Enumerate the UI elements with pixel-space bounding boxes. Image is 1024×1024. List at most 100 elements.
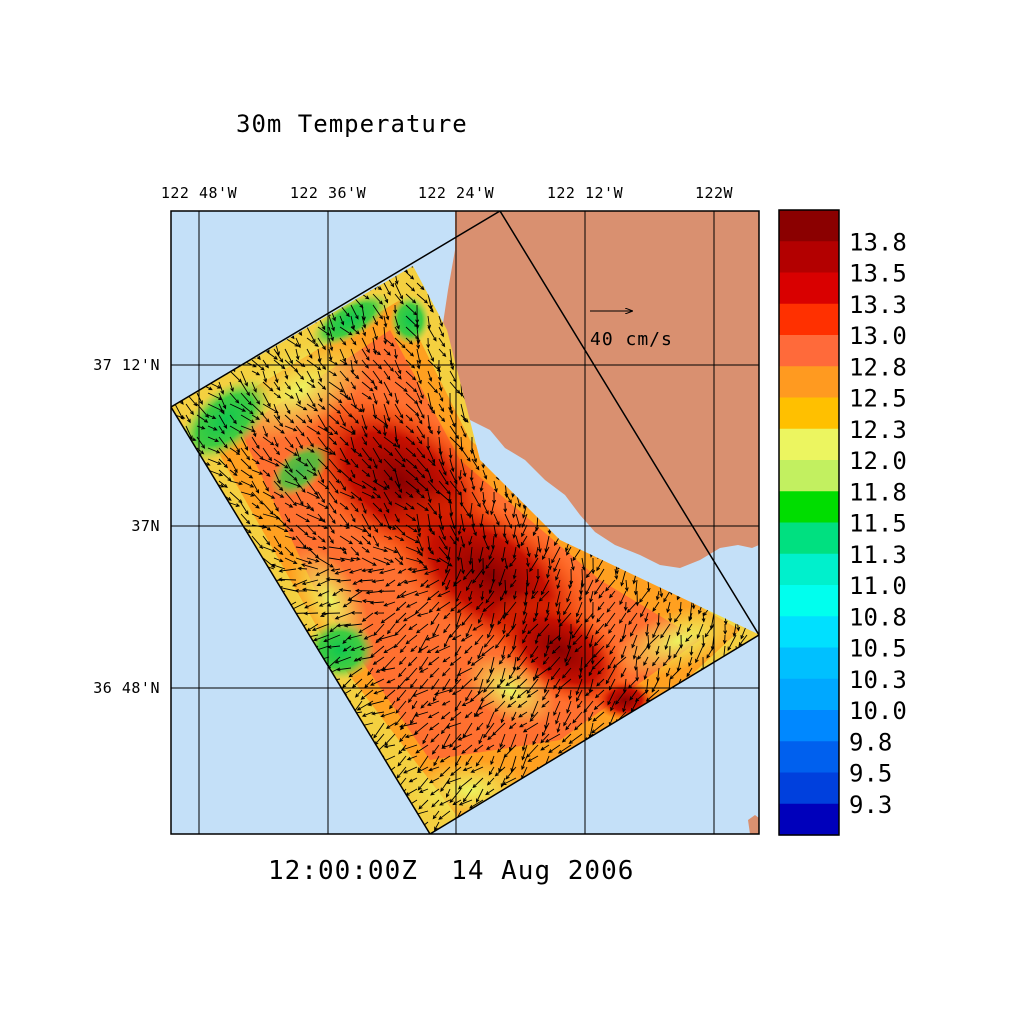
current-vector (403, 766, 418, 774)
current-vector (229, 436, 241, 453)
current-vector (273, 546, 284, 555)
current-vector (328, 392, 343, 404)
current-vector (570, 557, 575, 571)
current-vector (427, 304, 434, 313)
current-vector (377, 634, 396, 641)
current-vector (485, 557, 495, 570)
current-vector (339, 502, 349, 510)
current-vector (478, 546, 484, 564)
current-vector (350, 546, 360, 557)
current-vector (605, 634, 616, 649)
current-vector (405, 480, 421, 493)
current-vector (432, 810, 440, 820)
current-vector (306, 326, 316, 344)
current-vector (361, 359, 369, 369)
current-vector (499, 733, 506, 748)
current-vector (416, 535, 424, 552)
current-vector (361, 502, 367, 515)
current-vector (262, 370, 268, 383)
current-vector (339, 403, 353, 418)
current-vector (500, 590, 506, 602)
current-vector (317, 469, 325, 484)
current-vector (468, 590, 473, 602)
current-vector (620, 568, 627, 587)
current-vector (505, 766, 517, 780)
current-vector (328, 513, 336, 525)
current-vector (504, 491, 512, 504)
current-vector (595, 623, 605, 635)
current-vector (372, 315, 378, 326)
current-vector (465, 623, 473, 638)
current-vector (429, 667, 440, 678)
current-vector (505, 623, 517, 638)
current-vector (597, 601, 605, 611)
current-vector (328, 557, 346, 562)
current-vector (361, 546, 370, 553)
current-vector (339, 546, 347, 555)
current-vector (447, 491, 452, 504)
colorbar-band (779, 616, 839, 649)
current-vector (633, 656, 638, 671)
land-fragment (748, 815, 759, 834)
colorbar-label: 10.5 (849, 635, 907, 663)
current-vector (398, 667, 407, 678)
current-vector (405, 502, 415, 510)
current-vector (394, 326, 401, 336)
current-vector (420, 832, 429, 834)
colorbar-band (779, 241, 839, 274)
current-vector (440, 722, 451, 735)
current-vector (251, 480, 260, 494)
current-vector (284, 535, 297, 541)
current-vector (339, 557, 355, 562)
current-vector (465, 755, 473, 767)
current-vector (405, 513, 417, 522)
current-vector (460, 447, 471, 462)
current-vector (405, 337, 414, 345)
current-vector (427, 469, 434, 484)
current-vector (598, 590, 605, 599)
current-vector (438, 535, 448, 551)
current-vector (422, 733, 429, 745)
current-vector (594, 579, 605, 596)
current-vector (504, 535, 509, 545)
current-vector (328, 436, 338, 446)
current-vector (614, 568, 619, 580)
current-vector (479, 480, 484, 493)
current-vector (284, 381, 291, 390)
current-vector (507, 700, 517, 708)
current-vector (273, 414, 284, 428)
current-vector (566, 590, 572, 603)
current-vector (563, 711, 572, 727)
current-vector (306, 337, 319, 347)
current-vector (185, 403, 194, 416)
current-vector (522, 634, 528, 644)
map-frame (170, 210, 760, 835)
current-vector (430, 733, 440, 743)
current-vector (372, 656, 385, 665)
current-vector (394, 403, 404, 419)
current-vector (508, 667, 517, 680)
current-vector (509, 557, 517, 568)
current-vector (607, 656, 616, 670)
current-vector (383, 436, 398, 447)
current-vector (428, 601, 440, 614)
current-vector (620, 645, 627, 659)
current-vector (240, 414, 255, 424)
current-vector (328, 370, 338, 377)
current-vector (431, 744, 440, 755)
current-vector (476, 788, 484, 803)
current-vector (372, 535, 379, 548)
current-vector (688, 656, 693, 667)
current-vector (417, 645, 429, 653)
current-vector (328, 480, 339, 494)
current-vector (480, 590, 485, 601)
current-vector (445, 788, 451, 798)
current-vector (504, 601, 517, 617)
current-vector (350, 436, 357, 454)
current-vector (277, 577, 297, 582)
current-vector (485, 744, 495, 750)
current-vector (470, 557, 475, 575)
colorbar-label: 13.3 (849, 291, 907, 319)
current-vector (452, 744, 462, 751)
current-vector (572, 711, 583, 724)
